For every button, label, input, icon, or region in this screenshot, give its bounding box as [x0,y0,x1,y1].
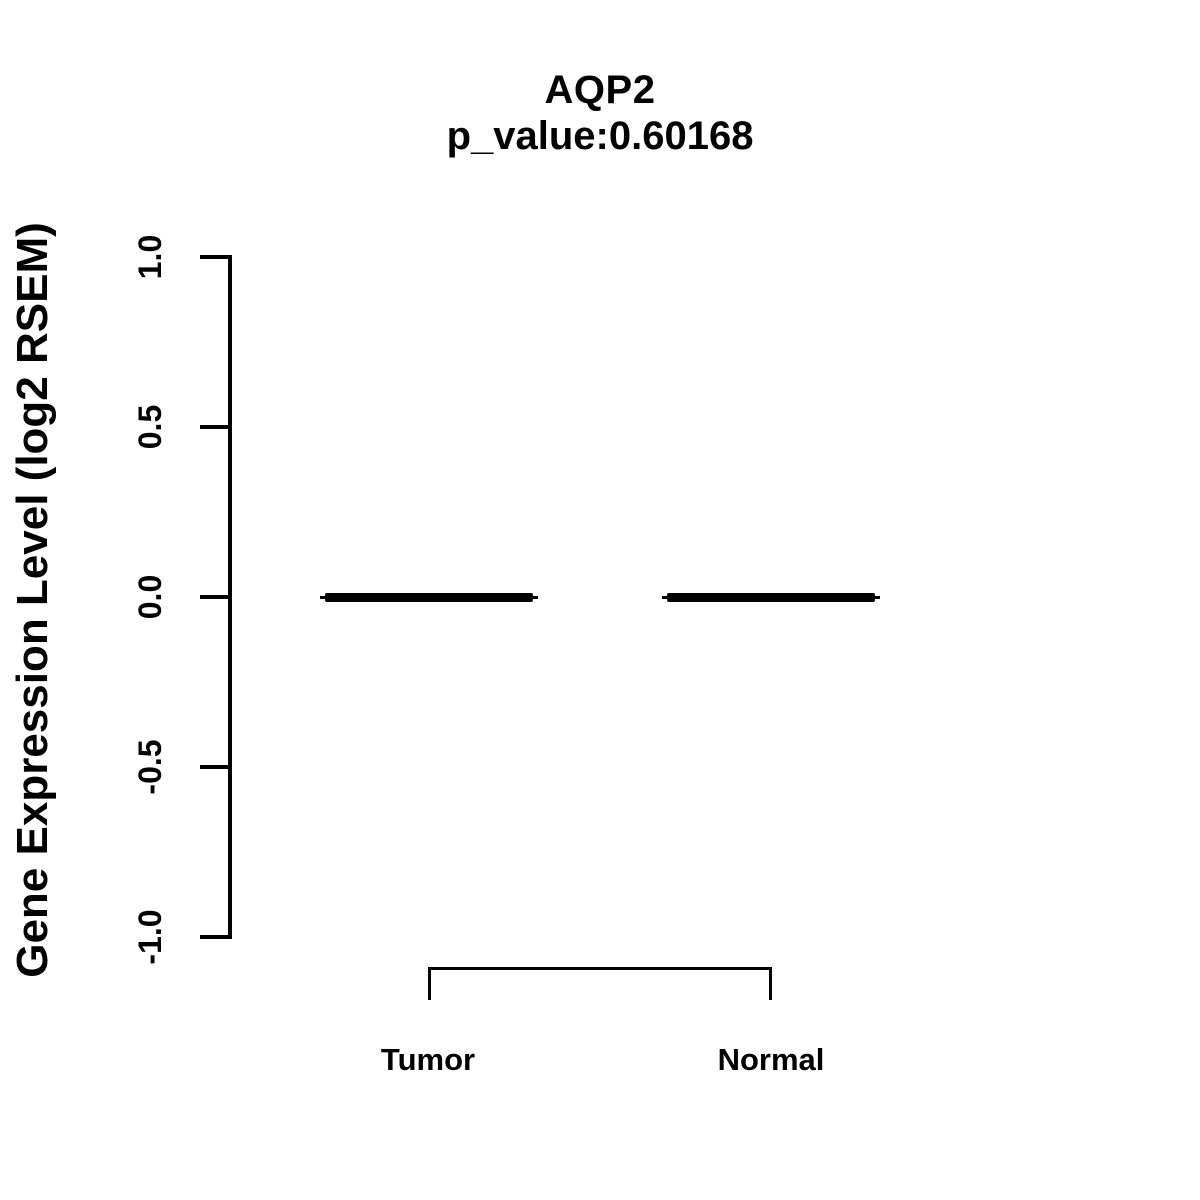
y-axis-tick [200,595,230,599]
y-axis-tick [200,765,230,769]
comparison-bracket-right-end [769,967,772,1000]
y-axis-tick-label: 1.0 [132,234,168,280]
y-axis-tick-label: 0.0 [132,574,168,620]
y-axis-tick-label: -1.0 [132,909,168,965]
comparison-bracket-left-end [428,967,431,1000]
y-axis-tick [200,935,230,939]
x-axis-label-tumor: Tumor [380,1042,476,1077]
comparison-bracket-horizontal [428,967,772,970]
y-axis-line [228,255,232,939]
y-axis-tick-label: -0.5 [132,739,168,795]
normal-median-line [667,593,875,602]
chart-title: AQP2 [544,68,656,112]
tumor-median-line [325,593,533,602]
y-axis-tick [200,255,230,259]
x-axis-label-normal: Normal [717,1042,825,1077]
y-axis-tick [200,425,230,429]
y-axis-title: Gene Expression Level (log2 RSEM) [8,222,57,978]
chart-subtitle-pvalue: p_value:0.60168 [446,114,754,158]
y-axis-tick-label: 0.5 [132,404,168,450]
